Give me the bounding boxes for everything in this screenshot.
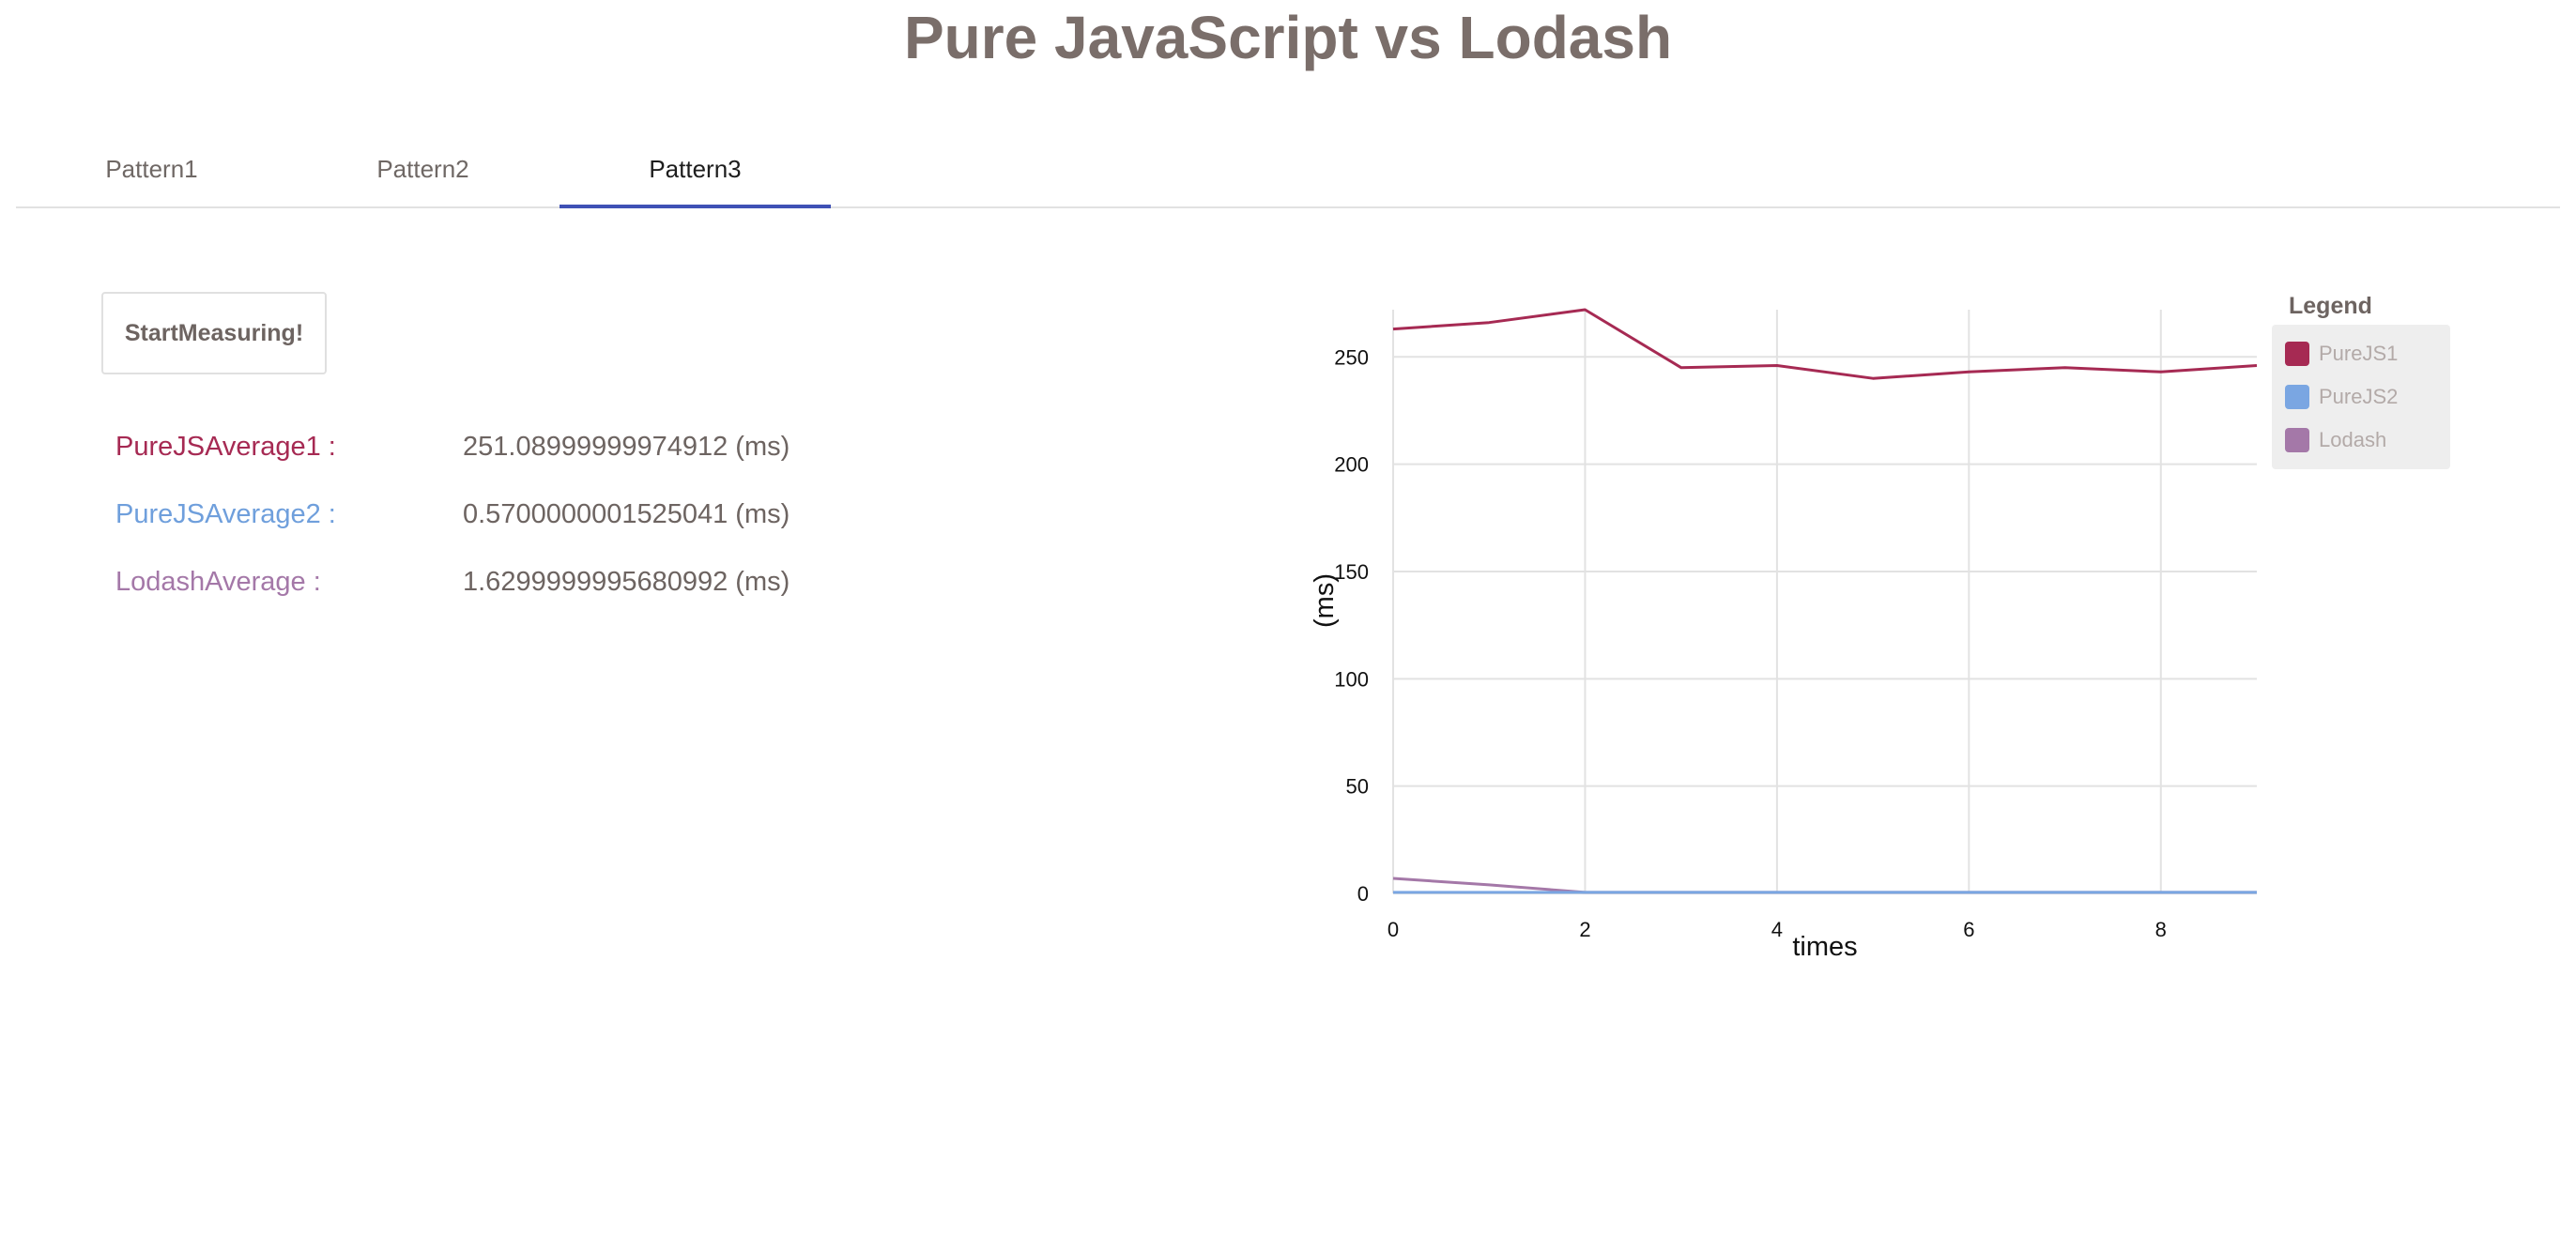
result-value-lodash: 1.6299999995680992 (ms) [463,567,790,597]
y-tick-label: 150 [1334,560,1369,584]
line-chart: 0 50 100 150 200 250 0 2 4 6 8 times (ms) [1310,308,2258,962]
y-axis-title: (ms) [1310,573,1340,628]
result-label-purejs1: PureJSAverage1 : [115,432,336,462]
result-label-purejs2: PureJSAverage2 : [115,499,336,529]
x-tick-label: 4 [1771,918,1783,941]
series-line-purejs1 [1392,308,2258,380]
x-tick-label: 8 [2155,918,2167,941]
legend-box: PureJS1 PureJS2 Lodash [2272,325,2450,469]
tab-pattern2[interactable]: Pattern2 [376,154,469,183]
series-line-lodash [1392,877,2257,894]
y-tick-label: 200 [1334,453,1369,477]
result-row-lodash: LodashAverage : 1.6299999995680992 (ms) [115,561,866,602]
legend-swatch-purejs2 [2285,385,2309,409]
result-label-lodash: LodashAverage : [115,567,321,597]
legend-item-purejs2[interactable]: PureJS2 [2272,375,2450,419]
x-axis-title: times [1792,932,1857,962]
result-row-purejs2: PureJSAverage2 : 0.5700000001525041 (ms) [115,494,866,535]
y-tick-label: 100 [1334,667,1369,691]
tab-pattern1[interactable]: Pattern1 [105,154,198,183]
x-tick-label: 2 [1579,918,1590,941]
page-title: Pure JavaScript vs Lodash [903,4,1673,71]
legend-label-lodash: Lodash [2319,428,2387,451]
chart-legend: Legend PureJS1 PureJS2 Lodash [2272,287,2456,469]
legend-item-purejs1[interactable]: PureJS1 [2272,332,2450,375]
legend-label-purejs2: PureJS2 [2319,385,2399,408]
legend-item-lodash[interactable]: Lodash [2272,419,2450,462]
tab-bar: Pattern1 Pattern2 Pattern3 [16,131,2560,208]
legend-swatch-purejs1 [2285,342,2309,366]
result-value-purejs2: 0.5700000001525041 (ms) [463,499,790,529]
result-row-purejs1: PureJSAverage1 : 251.08999999974912 (ms) [115,426,866,467]
legend-title: Legend [2289,293,2372,319]
legend-swatch-lodash [2285,428,2309,452]
result-value-purejs1: 251.08999999974912 (ms) [463,432,790,462]
x-tick-label: 0 [1388,918,1399,941]
start-measuring-button[interactable]: StartMeasuring! [101,292,327,374]
legend-label-purejs1: PureJS1 [2319,342,2399,365]
tab-pattern3[interactable]: Pattern3 [560,131,831,208]
y-tick-label: 50 [1346,775,1369,799]
y-tick-label: 250 [1334,345,1369,369]
y-tick-label: 0 [1357,882,1369,906]
x-tick-label: 6 [1963,918,1974,941]
